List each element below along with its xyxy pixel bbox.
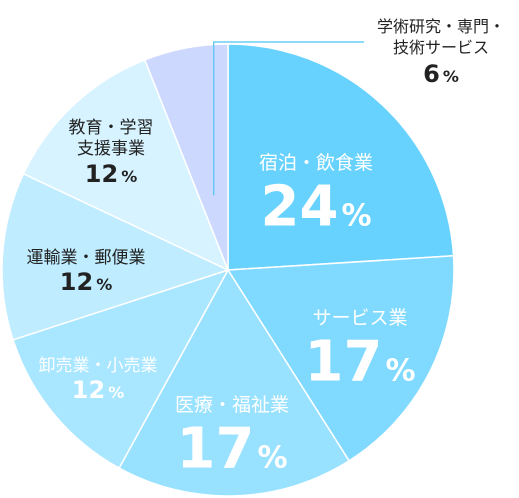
slice-name: 技術サービス (393, 38, 489, 57)
slice-name: 教育・学習 (69, 118, 154, 138)
slice-value: 24% (261, 175, 372, 240)
pie-slice (226, 255, 455, 462)
slice-name: 学術研究・専門・ (377, 17, 505, 36)
slice-value: 12% (72, 376, 124, 404)
slice-value-unit: % (443, 67, 459, 86)
slice-value-number: 24 (261, 175, 339, 240)
slice-value-unit: % (108, 383, 124, 402)
slice-value: 17% (177, 417, 288, 482)
slice-name: サービス業 (312, 307, 407, 329)
slice-value-unit: % (385, 354, 415, 389)
pie-slice (1, 172, 231, 341)
slice-label: 学術研究・専門・技術サービス 6% (377, 17, 505, 88)
slice-value-number: 17 (305, 330, 383, 395)
slice-value: 17% (305, 330, 416, 395)
slice-value-number: 12 (60, 268, 93, 296)
leader-lines (213, 41, 364, 196)
slice-value-number: 12 (85, 160, 118, 188)
leader-line (213, 41, 364, 196)
slice-value-number: 6 (423, 60, 440, 88)
pie-slice (22, 58, 230, 272)
slice-name: 支援事業 (77, 139, 145, 159)
slice-name: 運輸業・郵便業 (27, 248, 146, 268)
slice-value-unit: % (96, 275, 112, 294)
slice-name: 卸売業・小売業 (39, 356, 158, 376)
slice-name: 医療・福祉業 (175, 394, 289, 416)
slice-value-number: 17 (177, 417, 255, 482)
slice-value: 6% (423, 60, 459, 88)
pie-slice (143, 43, 229, 271)
pie-slice (12, 268, 230, 470)
slice-value-unit: % (341, 199, 371, 234)
pie-slice (227, 43, 455, 271)
pie-slice (118, 268, 351, 497)
pie-slices (1, 43, 455, 497)
slice-value-unit: % (121, 167, 137, 186)
slice-value: 12% (85, 160, 137, 188)
slice-value: 12% (60, 268, 112, 296)
slice-value-number: 12 (72, 376, 105, 404)
slice-name: 宿泊・飲食業 (259, 152, 373, 174)
slice-value-unit: % (257, 441, 287, 476)
